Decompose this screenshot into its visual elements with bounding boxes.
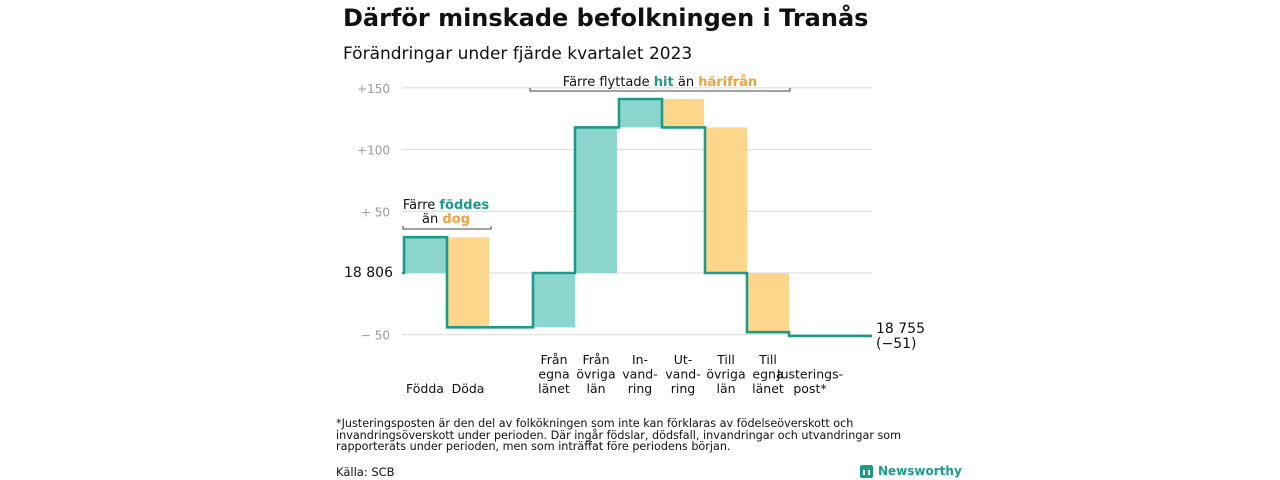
category-label: ring: [628, 381, 652, 396]
category-label: vand-: [622, 367, 657, 382]
category-label: Till: [758, 352, 777, 367]
y-tick-label: + 50: [361, 205, 390, 219]
annotation-text: Färre flyttade hit än härifrån: [563, 75, 757, 90]
annotation-bracket: [402, 226, 492, 230]
category-label: län: [586, 381, 605, 396]
category-label: In-: [632, 352, 648, 367]
end-value-label: 18 755 (−51): [876, 321, 925, 352]
annotation-segment: Färre: [403, 198, 440, 213]
annotation-text: än dog: [422, 212, 470, 227]
start-value-label: 18 806: [344, 265, 393, 281]
category-label: län: [716, 381, 735, 396]
waterfall-chart: +150+100+ 50− 50 Födda DödaFrånegnalänetF…: [344, 75, 925, 396]
category-label: Döda: [452, 381, 485, 396]
source-label: Källa: SCB: [336, 465, 395, 479]
y-tick-label: +100: [357, 144, 390, 158]
category-label: Justerings-: [776, 367, 843, 382]
brand-logo: Newsworthy: [860, 464, 962, 478]
annotation-text: Färre föddes: [403, 198, 490, 213]
annotation-segment: föddes: [439, 198, 489, 213]
category-label: Från: [582, 352, 609, 367]
bar-inflow: [575, 127, 617, 273]
category-label: länet: [752, 381, 784, 396]
category-label: övriga: [576, 367, 615, 382]
bar-inflow: [619, 99, 661, 128]
category-label: Födda: [406, 381, 444, 396]
category-label: egna: [752, 367, 783, 382]
bar-outflow: [747, 273, 789, 333]
category-label: Från: [540, 352, 567, 367]
annotation-segment: hit: [654, 75, 674, 90]
category-label: egna: [538, 367, 569, 382]
end-label-line: 18 755: [876, 321, 925, 337]
annotation-segment: Färre flyttade: [563, 75, 654, 90]
bar-outflow: [705, 127, 747, 273]
newsworthy-logo-icon: [860, 464, 873, 478]
category-labels: Födda DödaFrånegnalänetFrånövrigalänIn-va…: [406, 352, 843, 396]
chart-title: Därför minskade befolkningen i Tranås: [343, 4, 869, 32]
step-line: [402, 97, 872, 338]
footnote: *Justeringsposten är den del av folkökni…: [336, 417, 902, 453]
category-label: Till: [716, 352, 735, 367]
y-tick-label: +150: [357, 82, 390, 96]
end-label-line: (−51): [876, 336, 916, 352]
bar-inflow: [533, 273, 575, 328]
category-label: vand-: [665, 367, 700, 382]
category-label: övriga: [706, 367, 745, 382]
category-label: ring: [671, 381, 695, 396]
annotation-segment: än: [422, 212, 442, 227]
annotation-segment: härifrån: [698, 75, 757, 90]
category-label: länet: [538, 381, 570, 396]
bars: [404, 99, 789, 333]
bar-inflow: [404, 237, 446, 273]
brand-name: Newsworthy: [878, 464, 962, 478]
annotation-segment: dog: [442, 212, 470, 227]
category-label: Ut-: [674, 352, 693, 367]
bar-outflow: [447, 237, 489, 328]
annotation-segment: än: [674, 75, 698, 90]
chart-subtitle: Förändringar under fjärde kvartalet 2023: [343, 44, 693, 64]
annotation-bracket: [529, 88, 791, 92]
y-tick-label: − 50: [361, 329, 390, 343]
y-axis-ticks: +150 +100 + 50 − 50: [357, 82, 390, 343]
category-label: post*: [793, 381, 826, 396]
bar-outflow: [662, 99, 704, 128]
